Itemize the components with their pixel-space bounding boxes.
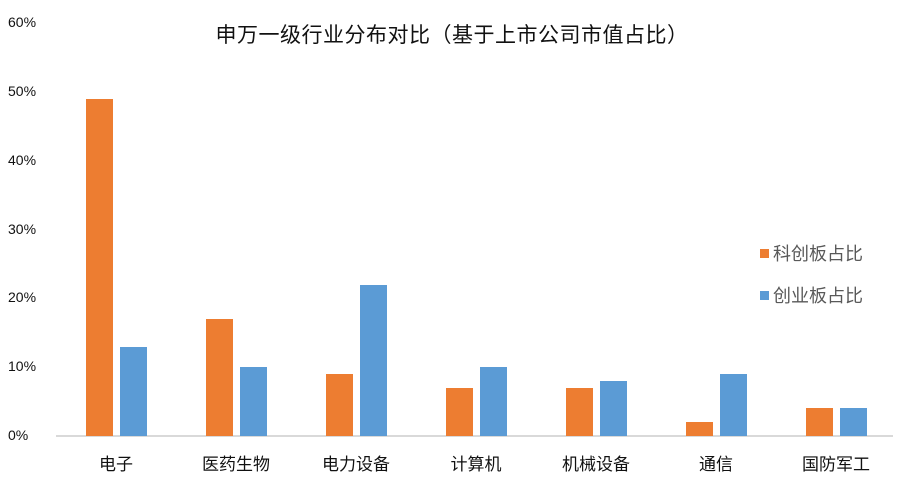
legend-label: 创业板占比 — [773, 286, 863, 307]
legend-item-chuangye: 创业板占比 — [760, 274, 863, 316]
bar-chuangye — [600, 380, 627, 436]
bar-kechuang — [446, 387, 473, 436]
legend-swatch-blue — [760, 290, 769, 300]
bar-chuangye — [720, 374, 747, 436]
x-tick-label: 国防军工 — [802, 455, 870, 475]
chart-title-text: 申万一级行业分布对比（基于上市公司市值占比） — [215, 23, 689, 47]
y-tick-label: 0% — [8, 427, 29, 443]
bar-kechuang — [326, 374, 353, 436]
y-tick-label: 40% — [8, 151, 37, 168]
y-tick-label: 10% — [8, 358, 37, 375]
x-tick-label: 电子 — [99, 455, 133, 475]
y-tick-label: 60% — [8, 14, 37, 30]
bar-chuangye — [480, 367, 507, 436]
bar-chuangye — [240, 367, 267, 436]
bar-chuangye — [120, 346, 147, 436]
legend-label: 科创板占比 — [773, 244, 863, 265]
bar-kechuang — [86, 98, 113, 436]
bar-kechuang — [206, 318, 233, 436]
x-tick-label: 电力设备 — [322, 455, 390, 475]
x-axis-line — [56, 435, 893, 437]
x-tick-label: 计算机 — [450, 455, 502, 475]
legend-item-kechuang: 科创板占比 — [760, 232, 863, 274]
x-tick-label: 通信 — [699, 455, 733, 475]
chart-title: 申万一级行业分布对比（基于上市公司市值占比） — [0, 19, 904, 49]
bar-kechuang — [566, 387, 593, 436]
y-tick-label: 50% — [8, 82, 37, 99]
bar-chuangye — [360, 284, 387, 436]
bar-kechuang — [806, 408, 833, 436]
bar-kechuang — [686, 422, 713, 436]
legend-swatch-orange — [760, 248, 769, 258]
x-tick-label: 医药生物 — [202, 455, 270, 475]
x-tick-label: 机械设备 — [562, 455, 630, 475]
bar-chuangye — [840, 408, 867, 436]
y-tick-label: 20% — [8, 289, 37, 306]
y-tick-label: 30% — [8, 220, 37, 237]
legend: 科创板占比 创业板占比 — [760, 232, 863, 316]
